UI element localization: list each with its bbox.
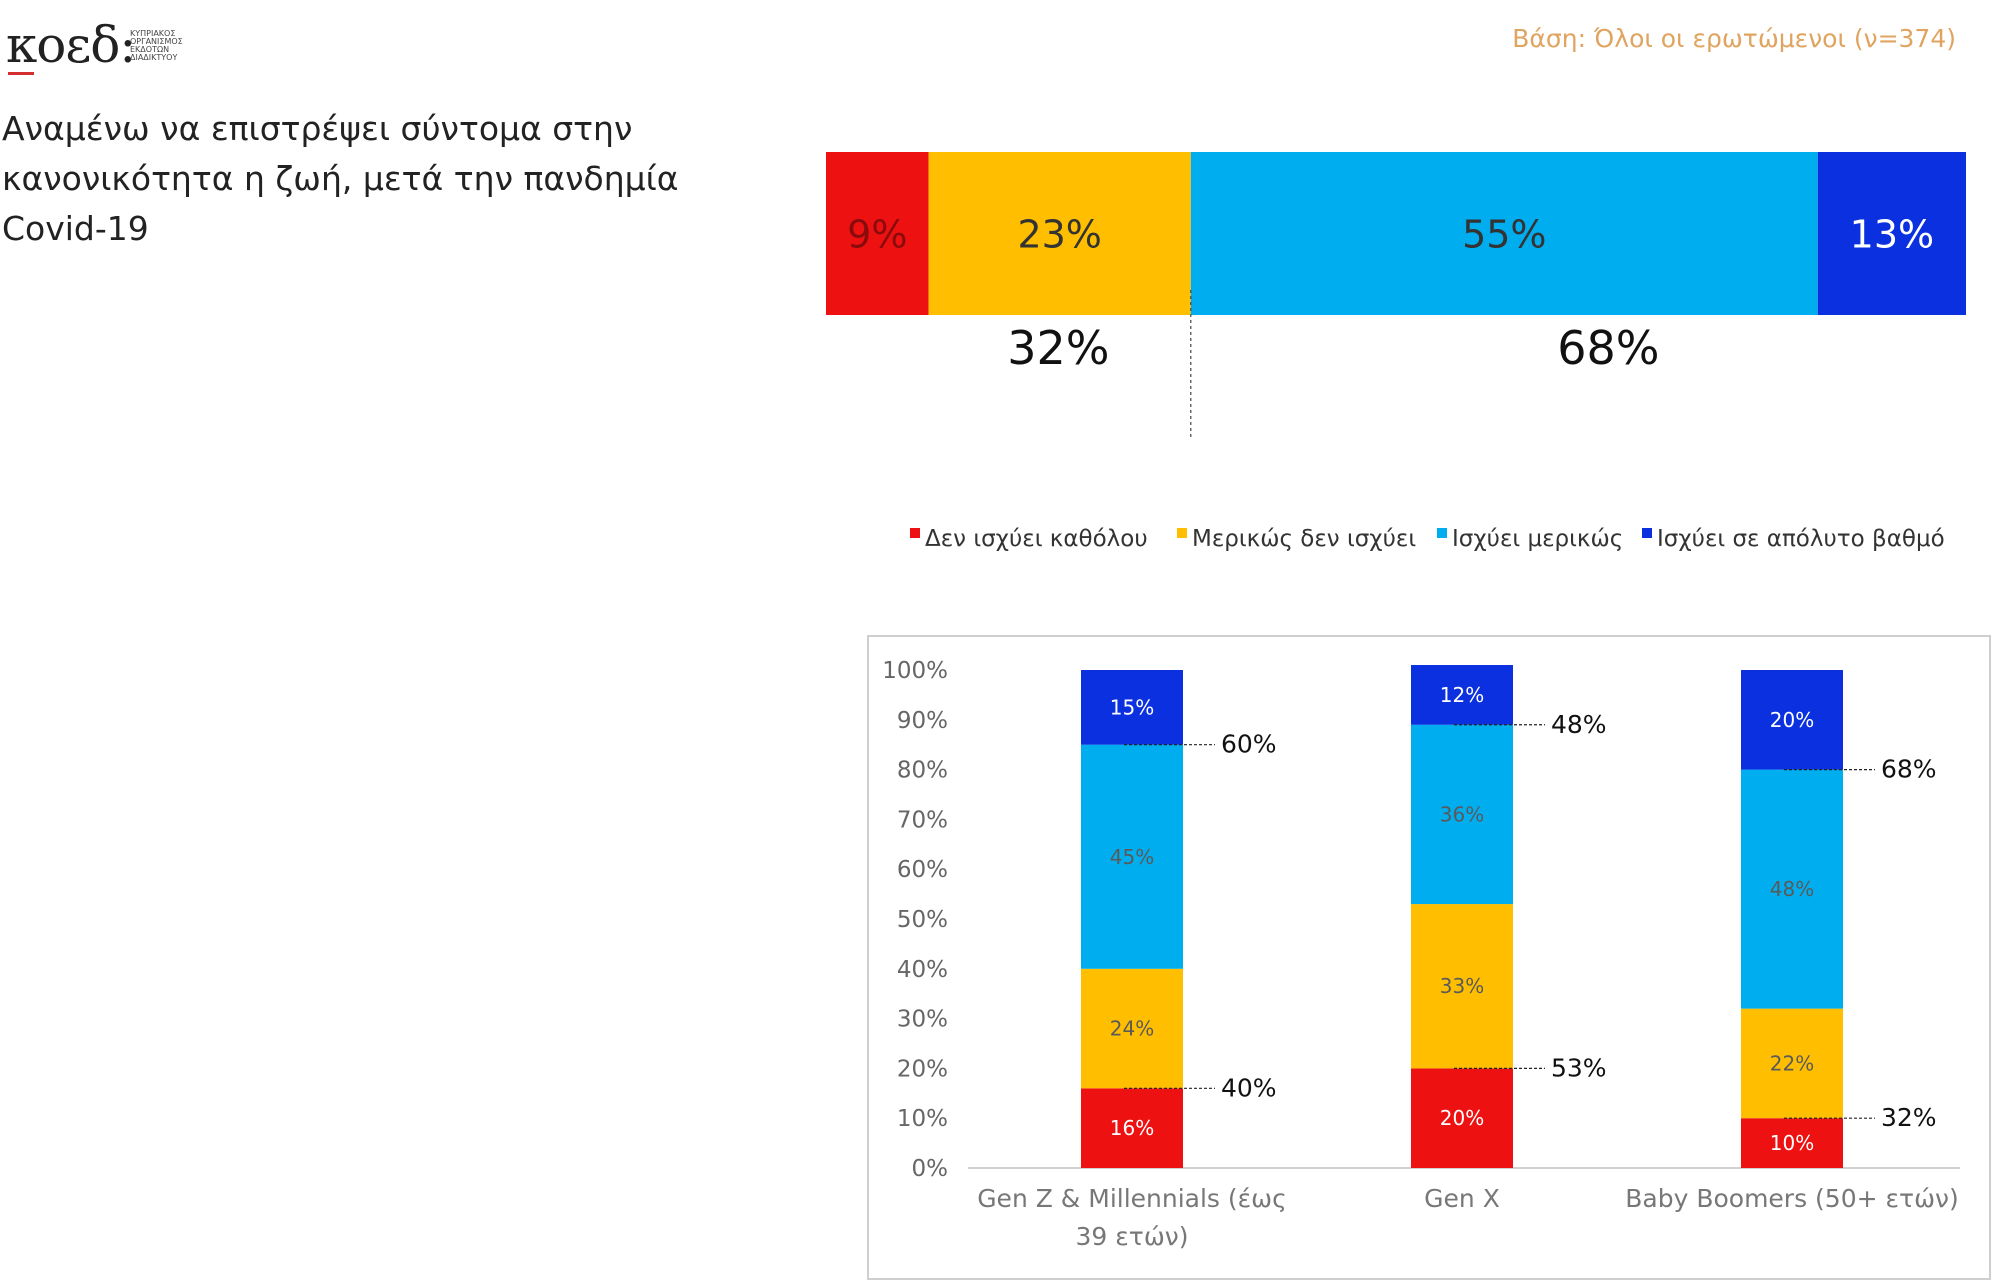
- annotation-label-positive: 68%: [1881, 755, 1937, 784]
- legend-label: Δεν ισχύει καθόλου: [925, 526, 1148, 552]
- total-label-positive: 68%: [1557, 321, 1659, 375]
- overall-stacked-bar-chart: 9% 23% 55% 13% 32% 68%: [826, 152, 1966, 438]
- bar-segment-label: 55%: [1462, 213, 1546, 257]
- bar-segment: [928, 152, 1191, 315]
- legend-swatch: [1642, 528, 1652, 538]
- column-segment-label: 15%: [1110, 695, 1154, 719]
- x-category-label: 39 ετών): [1076, 1222, 1189, 1251]
- bar-segment-label: 23%: [1017, 213, 1101, 257]
- y-tick-label: 70%: [897, 807, 948, 833]
- x-category-label: Baby Boomers (50+ ετών): [1625, 1184, 1958, 1213]
- logo: κοεδ: ΚΥΠΡΙΑΚΟΣ ΟΡΓΑΝΙΣΜΟΣ ΕΚΔΟΤΩΝ ΔΙΑΔΙ…: [6, 16, 183, 75]
- logo-accent-mark: [8, 72, 34, 75]
- y-tick-label: 80%: [897, 758, 948, 784]
- logo-subtitle: ΚΥΠΡΙΑΚΟΣ ΟΡΓΑΝΙΣΜΟΣ ΕΚΔΟΤΩΝ ΔΙΑΔΙΚΤΥΟΥ: [130, 30, 190, 62]
- legend-label: Ισχύει σε απόλυτο βαθμό: [1657, 526, 1945, 552]
- y-tick-label: 60%: [897, 857, 948, 883]
- x-category-label: Gen X: [1424, 1184, 1500, 1213]
- column-segment: [1081, 968, 1183, 1089]
- column-segment: [1411, 724, 1513, 905]
- column-segment-label: 16%: [1110, 1116, 1154, 1140]
- y-tick-label: 30%: [897, 1007, 948, 1033]
- question-title: Αναμένω να επιστρέψει σύντομα στην κανον…: [2, 109, 679, 248]
- legend-swatch: [1437, 528, 1447, 538]
- annotation-label-negative: 53%: [1551, 1053, 1607, 1082]
- y-tick-label: 10%: [897, 1106, 948, 1132]
- legend-label: Μερικώς δεν ισχύει: [1192, 526, 1416, 552]
- logo-line: ΟΡΓΑΝΙΣΜΟΣ: [130, 37, 183, 46]
- column-segment: [1741, 1008, 1843, 1119]
- y-tick-label: 20%: [897, 1056, 948, 1082]
- x-category-label: Gen Z & Millennials (έως: [977, 1184, 1287, 1213]
- bar-segment-label: 9%: [847, 213, 907, 257]
- column-segment-label: 24%: [1110, 1017, 1154, 1041]
- column-segment: [1741, 769, 1843, 1009]
- logo-line: ΔΙΑΔΙΚΤΥΟΥ: [130, 53, 178, 62]
- y-tick-label: 40%: [897, 957, 948, 983]
- y-tick-label: 100%: [882, 658, 948, 684]
- column-segment: [1081, 670, 1183, 745]
- legend-swatch: [910, 528, 920, 538]
- column-segment: [1081, 744, 1183, 969]
- column-segment-label: 33%: [1440, 974, 1484, 998]
- column-segment-label: 12%: [1440, 683, 1484, 707]
- column-segment-label: 10%: [1770, 1131, 1814, 1155]
- column-segment: [1741, 1118, 1843, 1168]
- logo-wordmark: κοεδ:: [6, 16, 136, 74]
- column-segment: [1411, 1068, 1513, 1168]
- bar-segment: [826, 152, 929, 315]
- chart-legend: Δεν ισχύει καθόλου Μερικώς δεν ισχύει Ισχύ…: [910, 526, 1945, 552]
- annotation-label-positive: 60%: [1221, 730, 1277, 759]
- legend-label: Ισχύει μερικώς: [1452, 526, 1623, 552]
- column-segment-label: 45%: [1110, 845, 1154, 869]
- column-segment: [1081, 1088, 1183, 1168]
- annotation-label-positive: 48%: [1551, 710, 1607, 739]
- generation-stacked-column-chart: 0% 10% 20% 30% 40% 50% 60% 70% 80% 90% 100% 16% 24% 4…: [867, 635, 1991, 1280]
- column-segment: [1741, 670, 1843, 770]
- annotation-label-negative: 32%: [1881, 1103, 1937, 1132]
- bar-segment-label: 13%: [1850, 213, 1934, 257]
- base-note: Βάση: Όλοι οι ερωτώμενοι (ν=374): [1512, 24, 1956, 53]
- column-segment-label: 20%: [1770, 708, 1814, 732]
- total-label-negative: 32%: [1007, 321, 1109, 375]
- y-tick-label: 0%: [912, 1156, 949, 1182]
- column-segment: [1411, 665, 1513, 725]
- annotation-label-negative: 40%: [1221, 1073, 1277, 1102]
- logo-line: ΕΚΔΟΤΩΝ: [130, 45, 170, 54]
- column-segment-label: 36%: [1440, 802, 1484, 826]
- y-tick-label: 90%: [897, 708, 948, 734]
- column-segment-label: 20%: [1440, 1106, 1484, 1130]
- column-segment-label: 48%: [1770, 877, 1814, 901]
- bar-segment: [1817, 152, 1966, 315]
- column-segment-label: 22%: [1770, 1051, 1814, 1075]
- logo-line: ΚΥΠΡΙΑΚΟΣ: [130, 29, 176, 38]
- column-segment: [1411, 904, 1513, 1069]
- y-tick-label: 50%: [897, 907, 948, 933]
- legend-swatch: [1177, 528, 1187, 538]
- bar-segment: [1190, 152, 1818, 315]
